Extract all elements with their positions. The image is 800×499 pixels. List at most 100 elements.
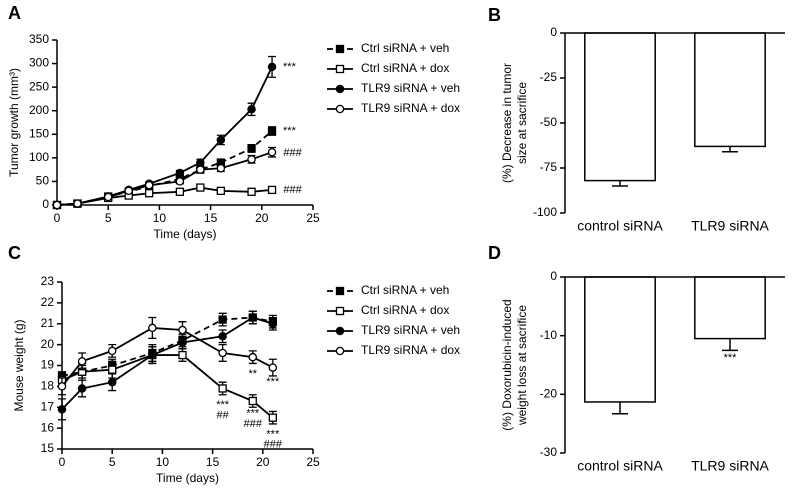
panel-label: D bbox=[488, 243, 501, 263]
legend-marker bbox=[335, 346, 345, 356]
x-tick-label: 0 bbox=[59, 455, 66, 469]
data-point bbox=[148, 323, 157, 333]
y-tick-label: -20 bbox=[540, 387, 558, 401]
panel-label: A bbox=[8, 3, 21, 23]
data-point bbox=[247, 155, 256, 164]
x-tick-label: 5 bbox=[105, 211, 112, 225]
y-tick-label: -30 bbox=[540, 445, 558, 459]
series-line bbox=[61, 316, 274, 410]
error-bar bbox=[612, 180, 628, 187]
x-tick-label: 15 bbox=[206, 455, 220, 469]
legend-label: Ctrl siRNA + veh bbox=[361, 41, 449, 55]
data-point bbox=[103, 192, 113, 202]
annotation: *** bbox=[266, 428, 280, 440]
x-tick-label: 20 bbox=[256, 455, 270, 469]
bar bbox=[694, 32, 766, 148]
panel-label: B bbox=[488, 5, 501, 25]
y-tick-label: 250 bbox=[29, 79, 49, 93]
x-tick-label: 15 bbox=[204, 211, 218, 225]
y-tick-label: 150 bbox=[29, 126, 49, 140]
data-point bbox=[107, 346, 117, 356]
y-tick-label: 0 bbox=[550, 269, 557, 283]
data-point bbox=[268, 413, 277, 422]
x-axis-label: Time (days) bbox=[154, 227, 217, 241]
data-point bbox=[216, 135, 226, 145]
y-tick-label: 300 bbox=[29, 56, 49, 70]
annotation: *** bbox=[246, 407, 260, 419]
data-point bbox=[145, 189, 154, 198]
data-point bbox=[248, 352, 258, 362]
data-point bbox=[57, 405, 67, 414]
error-bar bbox=[612, 401, 628, 415]
x-tick-label: TLR9 siRNA bbox=[691, 218, 769, 234]
y-axis-label: (%) Decrease in tumor bbox=[500, 63, 514, 183]
data-point bbox=[52, 200, 62, 210]
annotation: *** bbox=[283, 61, 297, 73]
data-point bbox=[248, 396, 257, 406]
data-point bbox=[267, 147, 277, 157]
data-point bbox=[218, 384, 227, 393]
x-tick-label: 5 bbox=[109, 455, 116, 469]
y-tick-label: 100 bbox=[29, 150, 49, 164]
annotation: *** bbox=[266, 376, 280, 388]
data-point bbox=[178, 325, 187, 335]
series-line bbox=[61, 354, 274, 419]
y-axis-label: size at sacrifice bbox=[515, 82, 529, 164]
y-tick-label: -10 bbox=[540, 328, 558, 342]
data-point bbox=[73, 199, 82, 208]
annotation: ### bbox=[264, 439, 283, 451]
data-point bbox=[267, 126, 277, 136]
x-tick-label: 25 bbox=[306, 455, 320, 469]
y-tick-label: 350 bbox=[29, 32, 49, 46]
data-point bbox=[178, 350, 187, 360]
y-tick-label: 20 bbox=[41, 337, 55, 351]
y-tick-label: 0 bbox=[42, 197, 49, 211]
y-axis-label: Tumor growth (mm³) bbox=[7, 68, 21, 177]
data-point bbox=[218, 332, 227, 341]
legend-label: TLR9 siRNA + dox bbox=[361, 343, 460, 357]
legend-marker bbox=[335, 64, 345, 74]
data-point bbox=[148, 350, 157, 360]
series-line bbox=[56, 130, 273, 206]
y-tick-label: 15 bbox=[41, 441, 55, 455]
legend-label: TLR9 siRNA + veh bbox=[361, 81, 460, 95]
panel-label: C bbox=[8, 243, 21, 263]
legend-label: TLR9 siRNA + dox bbox=[361, 101, 460, 115]
data-point bbox=[77, 357, 87, 366]
legend-label: Ctrl siRNA + dox bbox=[361, 61, 449, 75]
x-tick-label: control siRNA bbox=[577, 218, 663, 234]
x-tick-label: 25 bbox=[306, 211, 320, 225]
data-point bbox=[175, 168, 185, 178]
y-tick-label: 21 bbox=[41, 316, 55, 330]
data-point bbox=[248, 313, 258, 322]
data-point bbox=[218, 348, 227, 358]
legend-marker bbox=[335, 326, 345, 336]
y-tick-label: 22 bbox=[41, 295, 55, 309]
data-point bbox=[267, 185, 277, 195]
y-tick-label: 19 bbox=[41, 358, 55, 372]
bar bbox=[584, 32, 656, 182]
y-tick-label: 18 bbox=[41, 379, 55, 393]
x-tick-label: 0 bbox=[54, 211, 61, 225]
data-point bbox=[178, 338, 187, 347]
data-point bbox=[124, 186, 133, 196]
data-point bbox=[108, 365, 117, 374]
annotation: *** bbox=[724, 352, 738, 364]
y-axis-label: Mouse weight (g) bbox=[12, 319, 26, 411]
x-tick-label: TLR9 siRNA bbox=[691, 458, 769, 474]
data-point bbox=[267, 62, 277, 72]
data-point bbox=[247, 144, 256, 153]
data-point bbox=[77, 384, 87, 393]
data-point bbox=[247, 105, 256, 114]
data-point bbox=[107, 377, 117, 387]
y-tick-label: 0 bbox=[550, 25, 557, 39]
y-axis-label: weight loss at sacrifice bbox=[515, 305, 529, 426]
error-bar bbox=[722, 146, 738, 153]
y-tick-label: -75 bbox=[540, 160, 558, 174]
data-point bbox=[268, 319, 278, 328]
legend-marker bbox=[335, 84, 345, 94]
legend-marker bbox=[335, 306, 345, 316]
y-axis-label: (%) Doxorubicin-induced bbox=[500, 299, 514, 430]
data-point bbox=[196, 158, 205, 167]
bar bbox=[584, 276, 656, 403]
